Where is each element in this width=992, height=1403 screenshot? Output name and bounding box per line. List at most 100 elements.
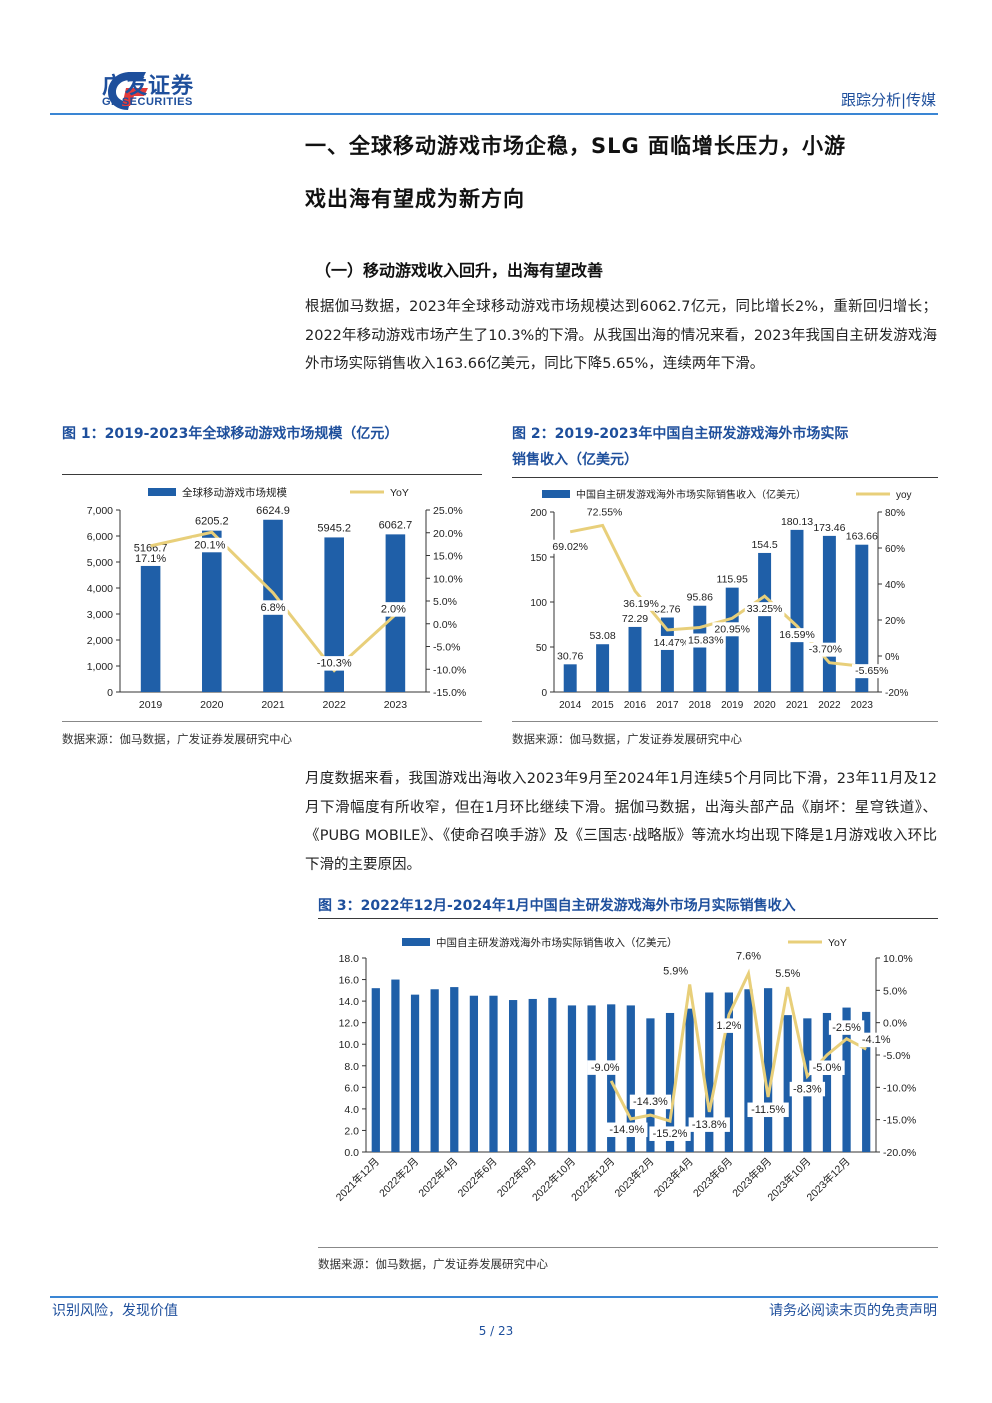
y-tick-label-right: -20.0% <box>883 1147 916 1159</box>
bar <box>324 537 344 692</box>
yoy-label: -13.8% <box>692 1119 727 1131</box>
y-tick-label-left: 50 <box>536 643 548 654</box>
x-tick-label: 2022 <box>818 700 841 711</box>
bar <box>430 989 439 1152</box>
y-tick-label-left: 12.0 <box>339 1018 360 1030</box>
yoy-label: 69.02% <box>552 541 588 553</box>
paragraph-2: 月度数据来看，我国游戏出海收入2023年9月至2024年1月连续5个月同比下滑，… <box>305 771 937 873</box>
yoy-label-bg <box>686 633 726 648</box>
figure-1-title: 图 1：2019-2023年全球移动游戏市场规模（亿元） <box>62 426 399 442</box>
y-tick-label-right: 20.0% <box>433 528 463 540</box>
bar <box>822 535 836 692</box>
y-tick-label-right: 0.0% <box>883 1018 907 1030</box>
legend-line-label: YoY <box>828 937 847 949</box>
yoy-label-bg <box>789 1081 826 1097</box>
bar <box>489 995 498 1152</box>
x-tick-label: 2021年12月 <box>333 1155 382 1204</box>
yoy-label: 1.2% <box>716 1020 741 1032</box>
bar-value-label: 72.29 <box>622 613 648 625</box>
y-tick-label-left: 16.0 <box>339 975 360 987</box>
bar <box>528 998 537 1152</box>
bar <box>469 995 479 1152</box>
bar <box>665 1012 675 1152</box>
logo-text-cn: 广发证券 <box>102 74 195 99</box>
yoy-label-bg <box>852 664 892 679</box>
yoy-label: -10.3% <box>317 658 352 670</box>
figure-2-chart: 0 50 100 150 200 -20% 0% 20% 40% 60% 80% 30.76 53.08… <box>530 488 912 711</box>
bar <box>758 552 772 692</box>
y-tick-label-left: 200 <box>530 508 547 519</box>
yoy-label: -9.0% <box>591 1062 620 1074</box>
legend-bar-swatch <box>542 490 570 498</box>
yoy-label-bg <box>132 551 169 566</box>
legend-bar-swatch <box>148 488 176 496</box>
yoy-label-bg <box>651 635 692 650</box>
yoy-label-bg <box>550 539 590 554</box>
y-tick-label-right: 10.0% <box>433 573 463 585</box>
yoy-label-bg <box>828 1020 865 1035</box>
bar-value-label: 6062.7 <box>379 519 413 531</box>
y-tick-label-right: -15.0% <box>433 687 466 699</box>
yoy-label-bg <box>777 628 817 643</box>
yoy-label-bg <box>805 642 846 657</box>
bar-value-label: 53.08 <box>589 630 615 642</box>
bar <box>587 1005 596 1152</box>
yoy-label: -8.3% <box>793 1083 822 1095</box>
yoy-label: 33.25% <box>747 603 783 615</box>
figure-3-chart: 0.0 2.0 4.0 6.0 8.0 10.0 12.0 14.0 16.0 18.0 -20.0… <box>333 936 916 1204</box>
yoy-label-bg <box>584 505 625 520</box>
bar <box>450 987 459 1152</box>
yoy-label-bg <box>858 1032 894 1048</box>
bar <box>763 988 773 1152</box>
yoy-label-bg <box>712 622 752 637</box>
legend-bar-label: 全球移动游戏市场规模 <box>182 486 287 499</box>
footer-divider <box>50 1296 938 1298</box>
x-tick-label: 2023年2月 <box>612 1155 657 1200</box>
bar <box>140 557 161 692</box>
figure-1-bottom-rule <box>62 721 482 722</box>
x-tick-label: 2022年4月 <box>416 1155 461 1200</box>
y-tick-label-left: 14.0 <box>339 996 360 1008</box>
page-number: 5 / 23 <box>478 1324 514 1338</box>
figure-2-source: 数据来源：伽马数据，广发证券发展研究中心 <box>512 732 742 746</box>
yoy-label: -5.0% <box>813 1062 842 1074</box>
yoy-label: -14.9% <box>609 1124 644 1136</box>
section-title-line1: 一、全球移动游戏市场企稳，SLG 面临增长压力，小游 <box>305 134 847 158</box>
y-tick-label-left: 8.0 <box>344 1061 359 1073</box>
yoy-label: 20.1% <box>194 539 225 551</box>
y-tick-label-left: 100 <box>530 598 547 609</box>
yoy-line <box>150 530 397 673</box>
figure-2-title-line1: 图 2：2019-2023年中国自主研发游戏海外市场实际 <box>512 426 849 442</box>
bar <box>822 1012 832 1152</box>
legend-line-label: yoy <box>896 490 912 501</box>
bar <box>693 605 707 692</box>
y-tick-label-left: 18.0 <box>339 953 360 965</box>
y-tick-label-right: 20% <box>885 616 905 627</box>
bar-value-label: 95.86 <box>687 592 713 604</box>
y-tick-label-right: -10.0% <box>433 664 466 676</box>
footer-disclaimer: 请务必阅读末页的免责声明 <box>769 1303 937 1319</box>
y-tick-label-right: 0.0% <box>433 619 457 631</box>
bar-value-label: 154.5 <box>751 539 777 551</box>
figure-3-source: 数据来源：伽马数据，广发证券发展研究中心 <box>318 1257 548 1271</box>
bar <box>607 1004 616 1152</box>
bar <box>567 1005 577 1152</box>
bar <box>596 644 610 692</box>
yoy-label: 17.1% <box>135 553 166 565</box>
y-tick-label-right: -10.0% <box>883 1082 916 1094</box>
bar <box>724 992 734 1152</box>
bar-value-label: 115.95 <box>717 574 748 586</box>
y-tick-label-left: 150 <box>530 553 547 564</box>
bar <box>862 1011 871 1152</box>
bar <box>548 997 557 1152</box>
x-tick-label: 2019 <box>721 700 744 711</box>
figure-3-top-rule <box>318 918 938 919</box>
yoy-label: 20.95% <box>714 623 750 635</box>
yoy-label: -3.70% <box>809 644 842 656</box>
header-divider <box>50 113 938 115</box>
yoy-label: 7.6% <box>736 951 761 963</box>
x-tick-label: 2022年2月 <box>376 1155 421 1200</box>
bar <box>790 529 804 692</box>
y-tick-label-left: 3,000 <box>87 609 113 621</box>
figure-1-chart: 0 1,000 2,000 3,000 4,000 5,000 6,000 7,000 -15.… <box>87 486 467 711</box>
